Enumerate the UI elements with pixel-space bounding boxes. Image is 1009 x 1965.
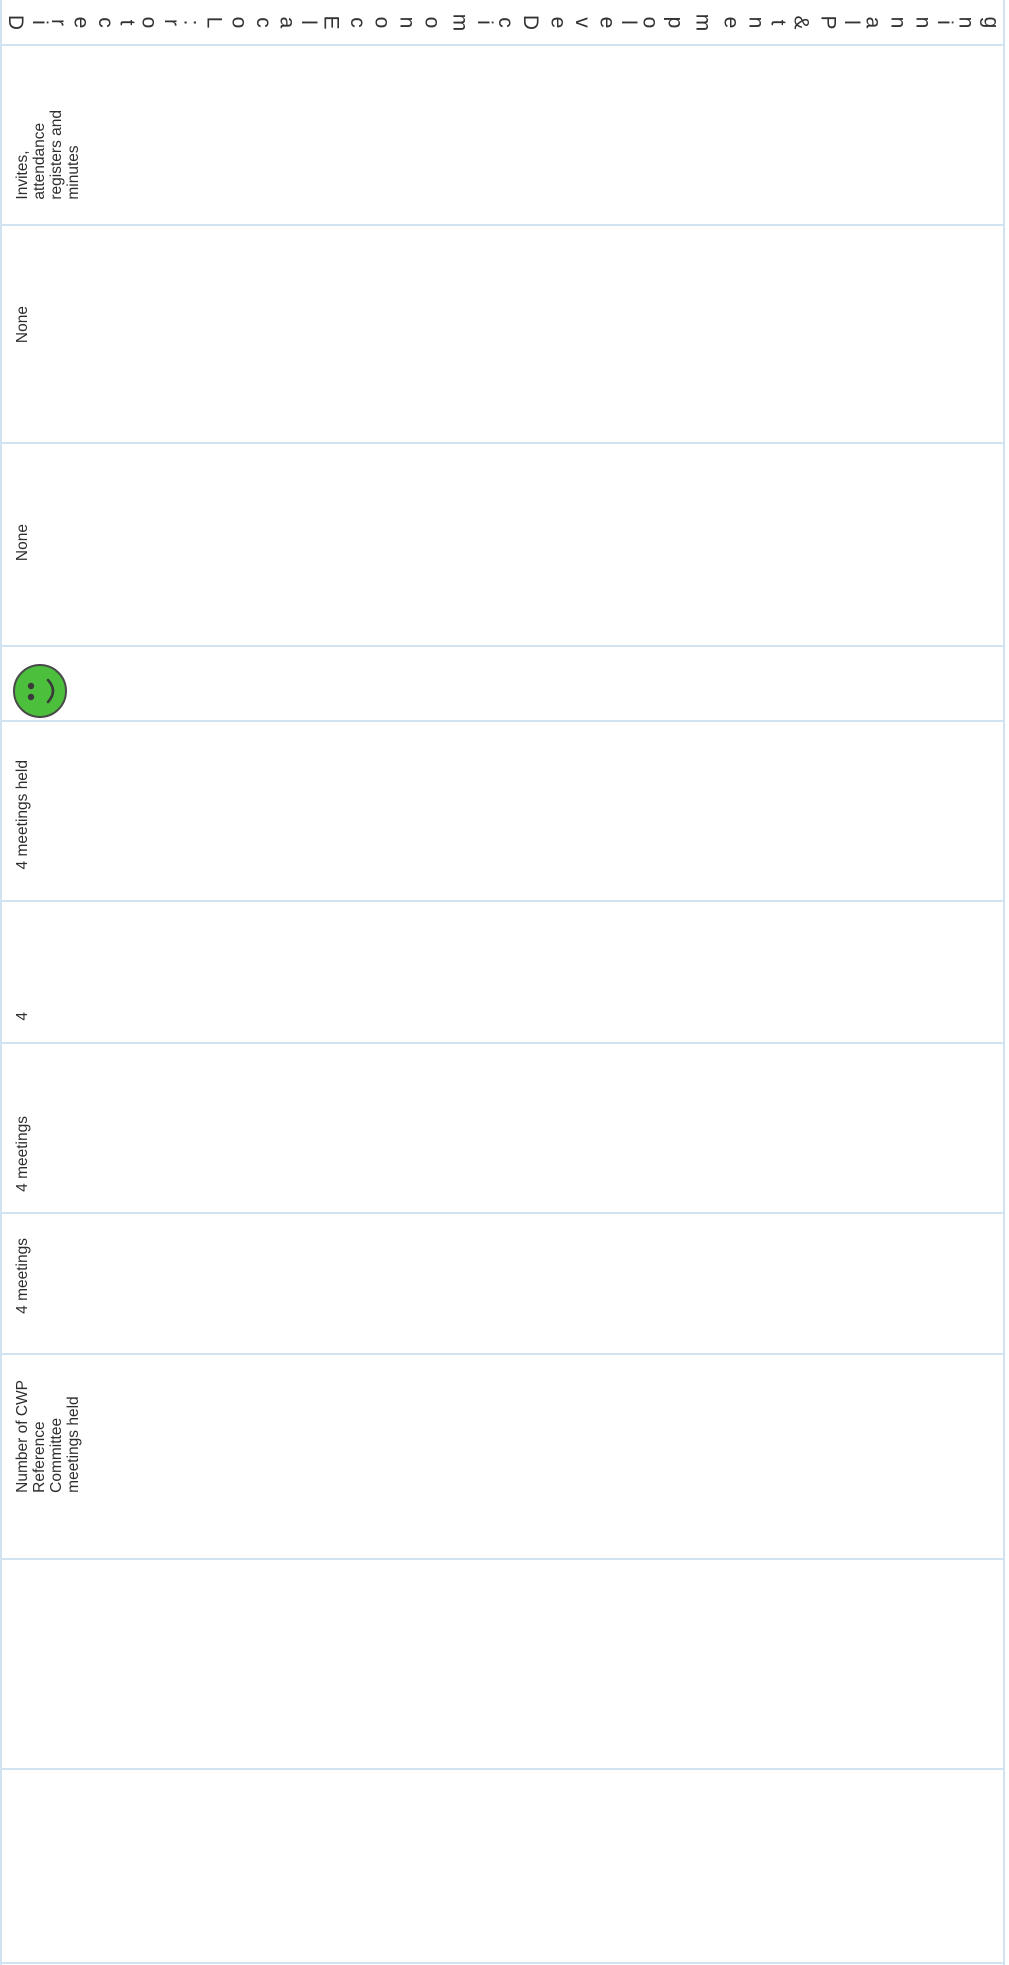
header-title-glyph: o bbox=[226, 16, 250, 28]
header-title-glyph: o bbox=[638, 16, 662, 28]
header-title-glyph: c bbox=[345, 16, 369, 28]
header-title-glyph: t bbox=[766, 19, 790, 25]
header-title-glyph: t bbox=[115, 19, 139, 25]
header-title-glyph: D bbox=[4, 14, 28, 30]
header-title-glyph: E bbox=[319, 14, 343, 30]
header-title-glyph: a bbox=[861, 16, 885, 28]
header-title-glyph: e bbox=[69, 16, 93, 28]
header-title-glyph: p bbox=[663, 16, 687, 28]
header-title-glyph: n bbox=[744, 16, 768, 28]
cell-actual-performance: 4 meetings held bbox=[14, 760, 31, 870]
cell-corrective-measures: None bbox=[14, 306, 31, 344]
header-title-glyph: D bbox=[519, 14, 543, 30]
header-title-glyph: e bbox=[719, 16, 743, 28]
header-title-glyph: n bbox=[954, 16, 978, 28]
header-title-glyph: o bbox=[137, 16, 161, 28]
row-divider bbox=[0, 720, 1005, 722]
header-title-glyph: n bbox=[911, 16, 935, 28]
header-title-glyph: a bbox=[275, 16, 299, 28]
row-divider bbox=[0, 1558, 1005, 1560]
header-title-glyph: e bbox=[546, 16, 570, 28]
row-divider bbox=[0, 645, 1005, 647]
row-divider bbox=[0, 1212, 1005, 1214]
header-title-glyph: P bbox=[816, 14, 840, 30]
header-title-glyph: L bbox=[201, 16, 225, 28]
header-title-glyph: o bbox=[370, 16, 393, 28]
cell-reason-for-deviation: None bbox=[14, 524, 31, 562]
row-divider bbox=[0, 1962, 1005, 1964]
row-divider bbox=[0, 1042, 1005, 1044]
header-title-glyph: & bbox=[789, 14, 813, 30]
header-title-glyph: i bbox=[932, 19, 956, 25]
row-divider bbox=[0, 1353, 1005, 1355]
row-divider bbox=[0, 1768, 1005, 1770]
header-title-glyph: m bbox=[448, 13, 471, 31]
row-divider bbox=[0, 44, 1005, 46]
header-title-glyph: e bbox=[595, 16, 619, 28]
cell-kpi: Number of CWP Reference Committee meetin… bbox=[14, 1380, 82, 1493]
header-title-glyph: l bbox=[616, 19, 640, 25]
row-divider bbox=[0, 224, 1005, 226]
table-border-left bbox=[0, 0, 2, 1965]
header-title-glyph: n bbox=[886, 16, 910, 28]
header-title-glyph: : bbox=[179, 19, 203, 25]
header-title-glyph: r bbox=[46, 18, 70, 26]
header-title-glyph: c bbox=[493, 16, 517, 28]
cell-quarter-target: 4 bbox=[14, 1012, 31, 1021]
header-title-glyph: c bbox=[251, 16, 275, 28]
header-title-glyph: n bbox=[395, 16, 419, 28]
row-divider bbox=[0, 900, 1005, 902]
cell-baseline: 4 meetings bbox=[14, 1238, 31, 1314]
header-title-glyph: o bbox=[420, 16, 444, 28]
header-title-glyph: v bbox=[570, 16, 594, 28]
green-smiley-face-icon bbox=[13, 664, 67, 718]
row-divider bbox=[0, 442, 1005, 444]
header-title-glyph: l bbox=[839, 19, 863, 25]
header-title-glyph: i bbox=[472, 19, 496, 25]
header-title-glyph: c bbox=[93, 16, 117, 28]
header-title-glyph: m bbox=[691, 13, 715, 31]
cell-evidence: Invites, attendance registers and minute… bbox=[14, 110, 82, 200]
header-title-glyph: g bbox=[979, 16, 1003, 28]
cell-annual-target: 4 meetings bbox=[14, 1116, 31, 1192]
table-border-right bbox=[1003, 0, 1005, 1965]
header-title-glyph: l bbox=[297, 19, 321, 25]
